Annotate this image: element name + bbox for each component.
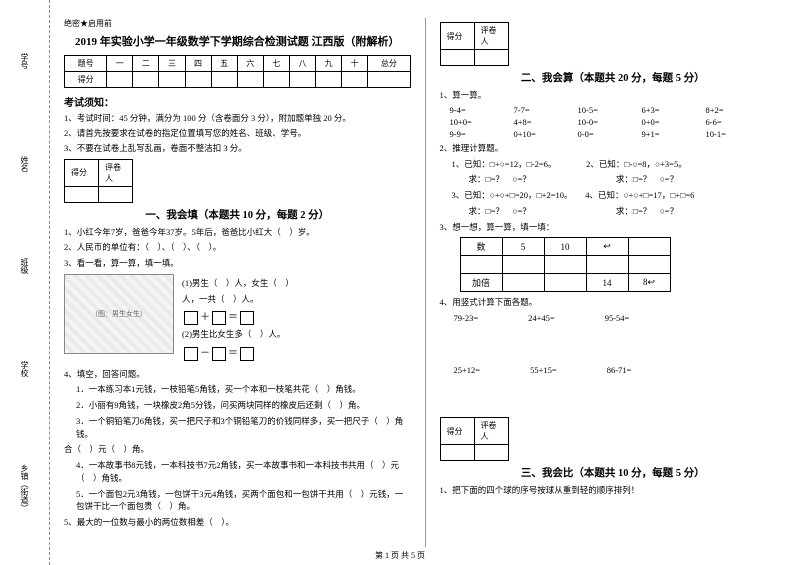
q2-2-3b: 求：□=？ ○=？ 求：□=？ ○=？ bbox=[440, 205, 787, 218]
eq1-label: (1)男生（ ）人，女生（ ） bbox=[182, 277, 294, 290]
figure-area: （图：男生女生） (1)男生（ ）人，女生（ ） 人，一共（ ）人。 ＋＝ (2… bbox=[64, 274, 411, 364]
score-header-table: 题号 一 二 三 四 五 六 七 八 九 十 总分 得分 bbox=[64, 55, 411, 88]
q3-1: 1、把下面的四个球的序号按球从重到轻的顺序排列！ bbox=[440, 484, 787, 497]
marker-label: 评卷人 bbox=[474, 23, 508, 50]
equation-boxes: －＝ bbox=[182, 344, 294, 361]
q1-1: 1、小红今年7岁，爸爸今年37岁。5年后，爸爸比小红大（ ）岁。 bbox=[64, 226, 411, 239]
th-cell: 九 bbox=[316, 56, 342, 72]
binding-label-banji: 班级 bbox=[19, 258, 30, 274]
binding-label-xuexiao: 学校 bbox=[19, 361, 30, 377]
students-figure: （图：男生女生） bbox=[64, 274, 174, 354]
q1-4-1: 1．一本练习本1元钱，一枝铅笔5角钱，买一个本和一枝笔共花（ ）角钱。 bbox=[64, 383, 411, 396]
binding-label-xiangzhen: 乡镇（街道） bbox=[19, 464, 30, 512]
q1-4-2: 2．小丽有9角钱，一块橡皮2角5分钱，问买两块同样的橡皮后还剩（ ）角。 bbox=[64, 399, 411, 412]
right-column: 得分 评卷人 二、我会算（本题共 20 分，每题 5 分） 1、算一算。 9-4… bbox=[426, 0, 800, 565]
binding-label-xingming: 姓名 bbox=[19, 156, 30, 172]
th-cell: 四 bbox=[185, 56, 211, 72]
q2-2-1: 1、已知：□+○=12，□-2=6。 2、已知：□-○=8，○+3=5。 bbox=[440, 158, 787, 171]
vertical-calc-row: 25+12=55+15=86-71= bbox=[454, 365, 787, 375]
th-cell: 三 bbox=[159, 56, 185, 72]
score-label: 得分 bbox=[65, 159, 99, 186]
th-cell: 六 bbox=[237, 56, 263, 72]
q2-4: 4、用竖式计算下面各题。 bbox=[440, 296, 787, 309]
exam-title: 2019 年实验小学一年级数学下学期综合检测试题 江西版（附解析） bbox=[64, 33, 411, 49]
notice-line: 2、请首先按要求在试卷的指定位置填写您的姓名、班级、学号。 bbox=[64, 128, 411, 140]
section-score-box: 得分 评卷人 bbox=[440, 417, 509, 461]
double-table: 数510↩ 加倍148↩ bbox=[460, 237, 671, 292]
left-column: 绝密★启用前 2019 年实验小学一年级数学下学期综合检测试题 江西版（附解析）… bbox=[50, 0, 425, 565]
section1-heading: 一、我会填（本题共 10 分，每题 2 分） bbox=[64, 207, 411, 222]
q2-2-3: 3、已知：○+○+□=20，□+2=10。 4、已知：○+○+□=17，□+□=… bbox=[440, 189, 787, 202]
calc-row: 9-9=0+10=0-0=9+1=10-1= bbox=[450, 129, 787, 139]
binding-label-xuehao: 学号 bbox=[19, 53, 30, 69]
section3-heading: 三、我会比（本题共 10 分，每题 5 分） bbox=[440, 465, 787, 480]
q1-4: 4、填空，回答问题。 bbox=[64, 368, 411, 381]
q1-3: 3、看一看，算一算，填一填。 bbox=[64, 257, 411, 270]
td-cell: 得分 bbox=[65, 72, 107, 88]
th-cell: 十 bbox=[342, 56, 368, 72]
q2-2: 2、推理计算题。 bbox=[440, 142, 787, 155]
page-footer: 第 1 页 共 5 页 bbox=[0, 550, 800, 561]
section2-heading: 二、我会算（本题共 20 分，每题 5 分） bbox=[440, 70, 787, 85]
th-cell: 二 bbox=[133, 56, 159, 72]
notice-heading: 考试须知： bbox=[64, 94, 411, 109]
th-cell: 一 bbox=[107, 56, 133, 72]
calc-row: 9-4=7-7=10-5=6+3=8+2= bbox=[450, 105, 787, 115]
q1-4-3b: 合（ ）元（ ）角。 bbox=[64, 443, 411, 456]
equation-boxes: ＋＝ bbox=[182, 308, 294, 325]
section-score-box: 得分 评卷人 bbox=[440, 22, 509, 66]
th-cell: 七 bbox=[263, 56, 289, 72]
marker-label: 评卷人 bbox=[99, 159, 133, 186]
q1-4-4: 4．一本故事书8元钱，一本科技书7元2角钱，买一本故事书和一本科技书共用（ ）元… bbox=[64, 459, 411, 485]
vertical-calc-row: 79-23=24+45=95-54= bbox=[454, 313, 787, 323]
secret-label: 绝密★启用前 bbox=[64, 18, 411, 29]
notice-line: 1、考试时间：45 分钟，满分为 100 分（含卷面分 3 分），附加题单独 2… bbox=[64, 113, 411, 125]
eq1-label2: 人，一共（ ）人。 bbox=[182, 293, 294, 306]
th-cell: 五 bbox=[211, 56, 237, 72]
q1-4-3: 3．一个铜铅笔刀6角钱，买一把尺子和3个铜铅笔刀的价钱同样多，买一把尺子（ ）角… bbox=[64, 415, 411, 441]
q1-4-5: 5．一个面包2元3角钱，一包饼干3元4角钱，买两个面包和一包饼干共用（ ）元钱，… bbox=[64, 488, 411, 514]
q2-2-1b: 求：□=？ ○=？ 求：□=？ ○=？ bbox=[440, 173, 787, 186]
calc-row: 10+0=4+8=10-0=0+0=6-6= bbox=[450, 117, 787, 127]
score-label: 得分 bbox=[440, 418, 474, 445]
binding-column: 学号 姓名 班级 学校 乡镇（街道） bbox=[0, 0, 50, 565]
q2-1: 1、算一算。 bbox=[440, 89, 787, 102]
q1-5: 5、最大的一位数与最小的两位数相差（ ）。 bbox=[64, 516, 411, 529]
eq2-label: (2)男生比女生多（ ）人。 bbox=[182, 328, 294, 341]
section-score-box: 得分 评卷人 bbox=[64, 159, 133, 203]
th-cell: 题号 bbox=[65, 56, 107, 72]
marker-label: 评卷人 bbox=[474, 418, 508, 445]
th-cell: 八 bbox=[289, 56, 315, 72]
th-cell: 总分 bbox=[368, 56, 410, 72]
q1-2: 2、人民币的单位有：（ ）、（ ）、（ ）。 bbox=[64, 241, 411, 254]
score-label: 得分 bbox=[440, 23, 474, 50]
q2-3: 3、想一想，算一算，填一填： bbox=[440, 221, 787, 234]
notice-line: 3、不要在试卷上乱写乱画，卷面不整洁扣 3 分。 bbox=[64, 143, 411, 155]
